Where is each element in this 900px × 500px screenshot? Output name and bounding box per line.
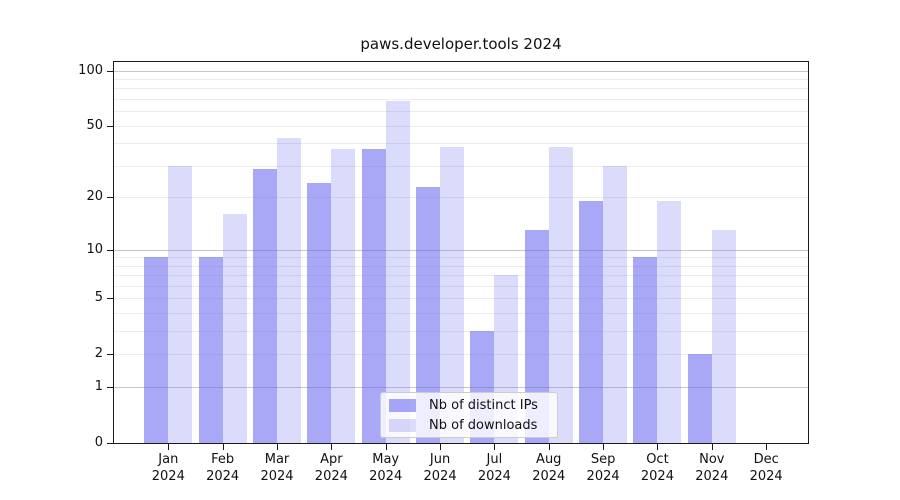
gridline-minor [114,197,808,199]
gridline-minor [114,79,808,80]
legend-item-distinct-ips: Nb of distinct IPs [387,396,551,414]
x-axis-tick [331,444,333,450]
x-axis-label: Apr 2024 [314,452,348,484]
gridline-minor [114,125,808,127]
y-axis-tick [107,298,113,300]
legend: Nb of distinct IPs Nb of downloads [380,392,558,438]
y-axis-tick [107,249,113,251]
x-axis-tick [766,444,768,450]
x-axis-tick [222,444,224,450]
y-axis-tick-label: 10 [86,241,103,257]
x-axis-label: Jan 2024 [151,452,185,484]
x-axis-tick [385,444,387,450]
y-axis-tick-label: 5 [94,290,103,306]
y-axis-tick [107,443,113,444]
bar-distinct-ips [633,257,658,443]
y-axis-tick [107,354,113,356]
legend-swatch-distinct-ips [389,398,416,412]
y-axis-tick-label: 2 [94,346,103,362]
gridline-major [114,249,808,251]
x-axis-tick [440,444,442,450]
legend-swatch-downloads [389,418,416,432]
x-axis-tick [168,444,170,450]
gridline-minor [114,265,808,267]
gridline-minor [114,354,808,356]
x-axis-label: Dec 2024 [749,452,783,484]
gridline-minor [114,165,808,167]
y-axis-tick-label: 1 [94,379,103,395]
gridline-minor [114,285,808,287]
x-axis-tick [657,444,659,450]
y-axis-tick-label: 100 [78,62,103,78]
gridline-minor [114,143,808,145]
bar-downloads [277,137,301,443]
x-axis-label: May 2024 [369,452,403,484]
x-axis-tick [277,444,278,450]
gridline-major [114,70,808,72]
x-axis-label: Aug 2024 [532,452,566,484]
bar-distinct-ips [198,257,223,443]
bar-downloads [711,230,736,443]
bar-downloads [168,165,193,443]
gridline-minor [114,298,808,300]
gridline-minor [114,331,808,333]
bar-distinct-ips [687,354,712,443]
bar-distinct-ips [307,183,332,443]
y-axis-tick [107,197,113,199]
x-axis-tick [494,444,496,450]
gridline-major [114,387,808,389]
y-axis-tick-label: 0 [94,435,103,450]
bar-distinct-ips [253,168,277,443]
bar-distinct-ips [579,201,604,443]
legend-label-downloads: Nb of downloads [429,417,538,433]
x-axis-label: Nov 2024 [695,452,729,484]
legend-item-downloads: Nb of downloads [387,416,551,434]
x-axis-label: Oct 2024 [640,452,674,484]
gridline-minor [114,257,808,259]
legend-label-distinct-ips: Nb of distinct IPs [429,397,538,413]
bar-downloads [603,165,628,443]
x-axis-label: Jul 2024 [477,452,511,484]
y-axis-tick [107,387,113,389]
y-axis-tick [107,125,113,127]
gridline-minor [114,313,808,315]
bar-distinct-ips [144,257,169,443]
x-axis-label: Feb 2024 [206,452,240,484]
x-axis-tick [548,444,550,450]
x-axis-label: Sep 2024 [586,452,620,484]
y-axis-tick-label: 50 [86,117,103,133]
bar-downloads [331,149,356,443]
x-axis-label: Mar 2024 [260,452,294,484]
chart-title: paws.developer.tools 2024 [360,35,562,53]
bar-downloads [657,201,682,443]
bar-downloads [222,214,247,443]
gridline-minor [114,99,808,101]
gridline-minor [114,275,808,277]
y-axis-tick [107,70,113,72]
x-axis-tick [711,444,713,450]
x-axis-tick [603,444,605,450]
plot-area [113,61,809,444]
x-axis-label: Jun 2024 [423,452,457,484]
gridline-minor [114,111,808,113]
y-axis-tick-label: 20 [86,189,103,205]
gridline-minor [114,88,808,90]
bar-downloads [385,101,410,443]
